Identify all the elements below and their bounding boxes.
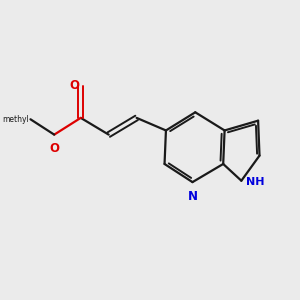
Text: O: O bbox=[70, 79, 80, 92]
Text: NH: NH bbox=[245, 177, 264, 187]
Text: O: O bbox=[49, 142, 59, 155]
Text: methyl: methyl bbox=[2, 115, 29, 124]
Text: N: N bbox=[188, 190, 197, 203]
